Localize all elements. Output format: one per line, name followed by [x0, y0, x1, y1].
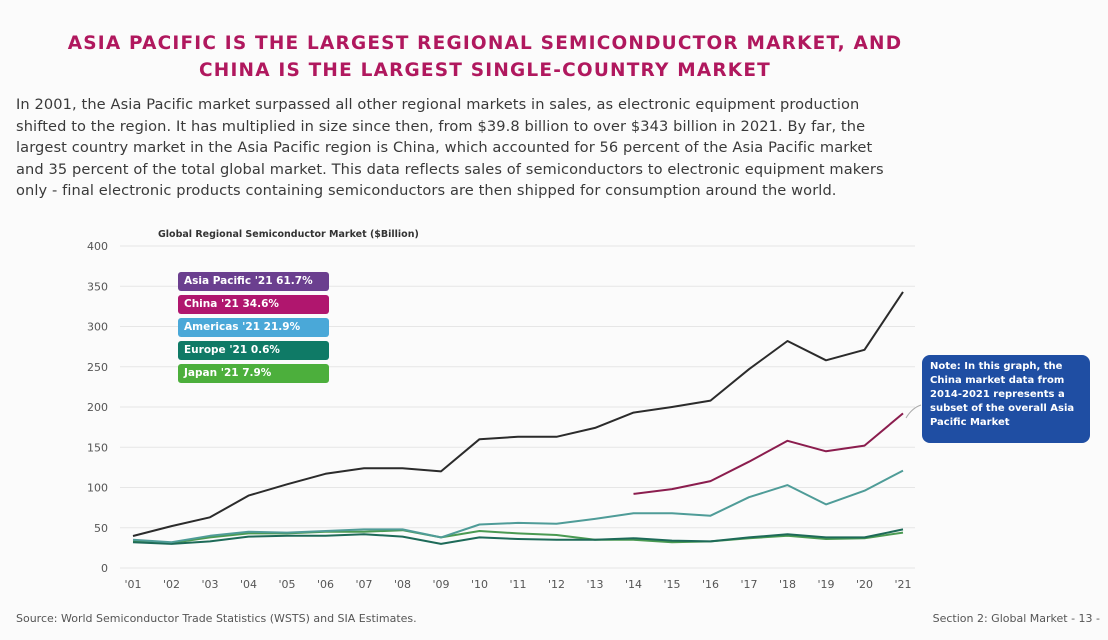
- legend-americas: Americas '21 21.9%: [178, 318, 329, 337]
- y-tick-label: 300: [87, 321, 108, 334]
- y-tick-label: 0: [101, 562, 108, 575]
- x-tick-label: '13: [586, 578, 603, 591]
- x-tick-label: '10: [471, 578, 488, 591]
- x-tick-label: '15: [663, 578, 680, 591]
- y-tick-label: 200: [87, 401, 108, 414]
- paragraph-line: and 35 percent of the total global marke…: [16, 160, 884, 178]
- series-line-japan: [132, 529, 904, 544]
- x-tick-label: '21: [894, 578, 911, 591]
- x-tick-label: '16: [702, 578, 719, 591]
- page-title-line-2: CHINA IS THE LARGEST SINGLE-COUNTRY MARK…: [198, 60, 771, 81]
- y-tick-label: 350: [87, 280, 108, 293]
- x-tick-label: '19: [817, 578, 834, 591]
- x-tick-label: '06: [317, 578, 334, 591]
- paragraph-line: largest country market in the Asia Pacif…: [16, 139, 873, 157]
- series-line-europe: [132, 528, 904, 545]
- page-title-line-1: ASIA PACIFIC IS THE LARGEST REGIONAL SEM…: [67, 33, 903, 54]
- y-tick-label: 250: [87, 361, 108, 374]
- note-connector: [905, 404, 922, 419]
- x-tick-label: '12: [548, 578, 565, 591]
- section-page-label: Section 2: Global Market - 13 -: [932, 612, 1100, 625]
- x-tick-label: '04: [240, 578, 257, 591]
- y-tick-label: 100: [87, 482, 108, 495]
- legend-japan: Japan '21 7.9%: [178, 364, 329, 383]
- series-line-china: [633, 412, 904, 495]
- x-tick-label: '05: [278, 578, 295, 591]
- x-tick-label: '03: [201, 578, 218, 591]
- source-footnote: Source: World Semiconductor Trade Statis…: [16, 612, 417, 625]
- x-tick-label: '01: [124, 578, 141, 591]
- x-tick-label: '11: [509, 578, 526, 591]
- legend-asia-pacific: Asia Pacific '21 61.7%: [178, 272, 329, 291]
- series-line-asia-pacific: [132, 291, 904, 537]
- y-tick-label: 50: [94, 522, 108, 535]
- x-tick-label: '08: [394, 578, 411, 591]
- paragraph-line: only - final electronic products contain…: [16, 182, 837, 200]
- y-tick-label: 400: [87, 240, 108, 253]
- x-tick-label: '17: [740, 578, 757, 591]
- x-tick-label: '18: [779, 578, 796, 591]
- series-line-americas: [132, 469, 904, 544]
- y-tick-label: 150: [87, 441, 108, 454]
- x-tick-label: '07: [355, 578, 372, 591]
- note-callout: Note: In this graph, the China market da…: [922, 355, 1090, 443]
- paragraph-line: In 2001, the Asia Pacific market surpass…: [16, 96, 860, 113]
- paragraph-line: shifted to the region. It has multiplied…: [16, 117, 866, 135]
- chart-title: Global Regional Semiconductor Market ($B…: [158, 229, 419, 240]
- x-tick-label: '20: [856, 578, 873, 591]
- legend-europe: Europe '21 0.6%: [178, 341, 329, 360]
- intro-paragraph: In 2001, the Asia Pacific market surpass…: [16, 94, 884, 202]
- x-tick-label: '09: [432, 578, 449, 591]
- x-tick-label: '02: [163, 578, 180, 591]
- legend-china: China '21 34.6%: [178, 295, 329, 314]
- x-tick-label: '14: [625, 578, 642, 591]
